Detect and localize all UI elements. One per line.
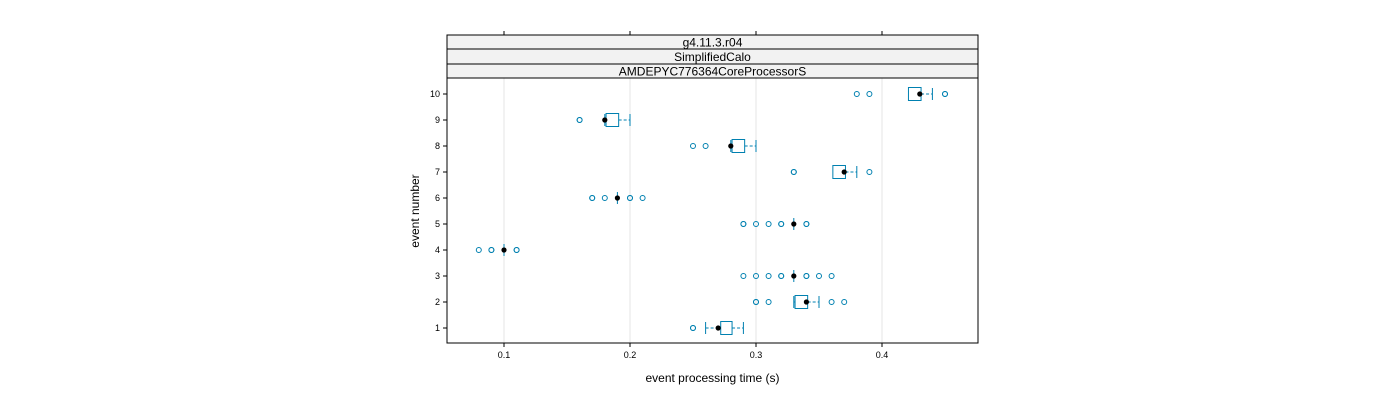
box-iqr — [605, 113, 620, 127]
grid-layer — [503, 78, 883, 343]
outlier-point — [601, 195, 608, 201]
box-event-7 — [790, 165, 873, 179]
median-dot — [501, 247, 507, 253]
box-event-1 — [690, 321, 744, 335]
outlier-point — [778, 221, 785, 227]
box-event-5 — [740, 218, 810, 230]
outlier-point — [803, 273, 810, 279]
outlier-point — [753, 273, 759, 279]
y-tick-label: 1 — [435, 323, 440, 333]
median-dot — [614, 195, 621, 201]
median-dot — [715, 325, 721, 331]
outlier-point — [828, 299, 835, 305]
median-dot — [917, 91, 923, 97]
x-tick-label: 0.4 — [876, 350, 889, 360]
y-axis: 1 2 3 4 5 6 7 8 9 10 — [430, 89, 447, 333]
y-tick-label: 5 — [435, 219, 440, 229]
outlier-point — [866, 91, 873, 97]
outlier-point — [690, 143, 696, 149]
strip-label-3: AMDEPYC776364CoreProcessorS — [619, 65, 806, 79]
median-dot — [803, 299, 810, 305]
outlier-point — [702, 143, 709, 149]
strip-label-1: g4.11.3.r04 — [683, 36, 743, 50]
outlier-point — [576, 117, 583, 123]
box-iqr — [731, 139, 746, 153]
outlier-point — [778, 273, 785, 279]
median-dot — [602, 117, 608, 123]
box-event-2 — [753, 295, 848, 309]
outlier-point — [765, 221, 772, 227]
outlier-point — [690, 325, 696, 331]
y-tick-label: 6 — [435, 193, 440, 203]
x-axis-title: event processing time (s) — [645, 371, 779, 385]
median-dot — [841, 169, 847, 175]
outlier-point — [475, 247, 482, 253]
y-tick-label: 2 — [435, 297, 440, 307]
box-event-9 — [576, 113, 631, 127]
outlier-point — [853, 91, 860, 97]
outlier-point — [816, 273, 822, 279]
x-tick-label: 0.1 — [498, 350, 511, 360]
outlier-point — [513, 247, 520, 253]
box-event-3 — [740, 270, 835, 282]
outlier-point — [488, 247, 495, 253]
y-axis-title: event number — [408, 174, 422, 247]
box-event-8 — [690, 139, 757, 153]
outlier-point — [589, 195, 596, 201]
boxplot-layer — [475, 87, 948, 335]
outlier-point — [627, 195, 633, 201]
outlier-point — [803, 221, 810, 227]
outlier-point — [790, 169, 797, 175]
box-event-6 — [589, 192, 646, 204]
outlier-point — [740, 273, 747, 279]
y-tick-label: 7 — [435, 167, 440, 177]
median-dot — [791, 273, 797, 279]
outlier-point — [765, 299, 772, 305]
median-dot — [728, 143, 734, 149]
x-axis: 0.1 0.2 0.3 0.4 — [498, 31, 889, 360]
y-tick-label: 9 — [435, 115, 440, 125]
outlier-point — [753, 299, 759, 305]
outlier-point — [753, 221, 759, 227]
outlier-point — [639, 195, 646, 201]
median-dot — [791, 221, 797, 227]
outlier-point — [841, 299, 848, 305]
box-iqr — [720, 321, 733, 335]
x-tick-label: 0.2 — [624, 350, 637, 360]
outlier-point — [828, 273, 835, 279]
strip-group: g4.11.3.r04 SimplifiedCalo AMDEPYC776364… — [446, 34, 979, 79]
y-tick-label: 8 — [435, 141, 440, 151]
strip-label-2: SimplifiedCalo — [674, 50, 751, 64]
y-tick-label: 10 — [430, 89, 440, 99]
outlier-point — [740, 221, 747, 227]
y-tick-label: 4 — [435, 245, 440, 255]
outlier-point — [942, 91, 948, 97]
y-tick-label: 3 — [435, 271, 440, 281]
box-event-4 — [475, 244, 520, 256]
outlier-point — [765, 273, 772, 279]
outlier-point — [866, 169, 873, 175]
box-event-10 — [853, 87, 948, 101]
plot-panel — [446, 77, 979, 344]
x-tick-label: 0.3 — [750, 350, 763, 360]
